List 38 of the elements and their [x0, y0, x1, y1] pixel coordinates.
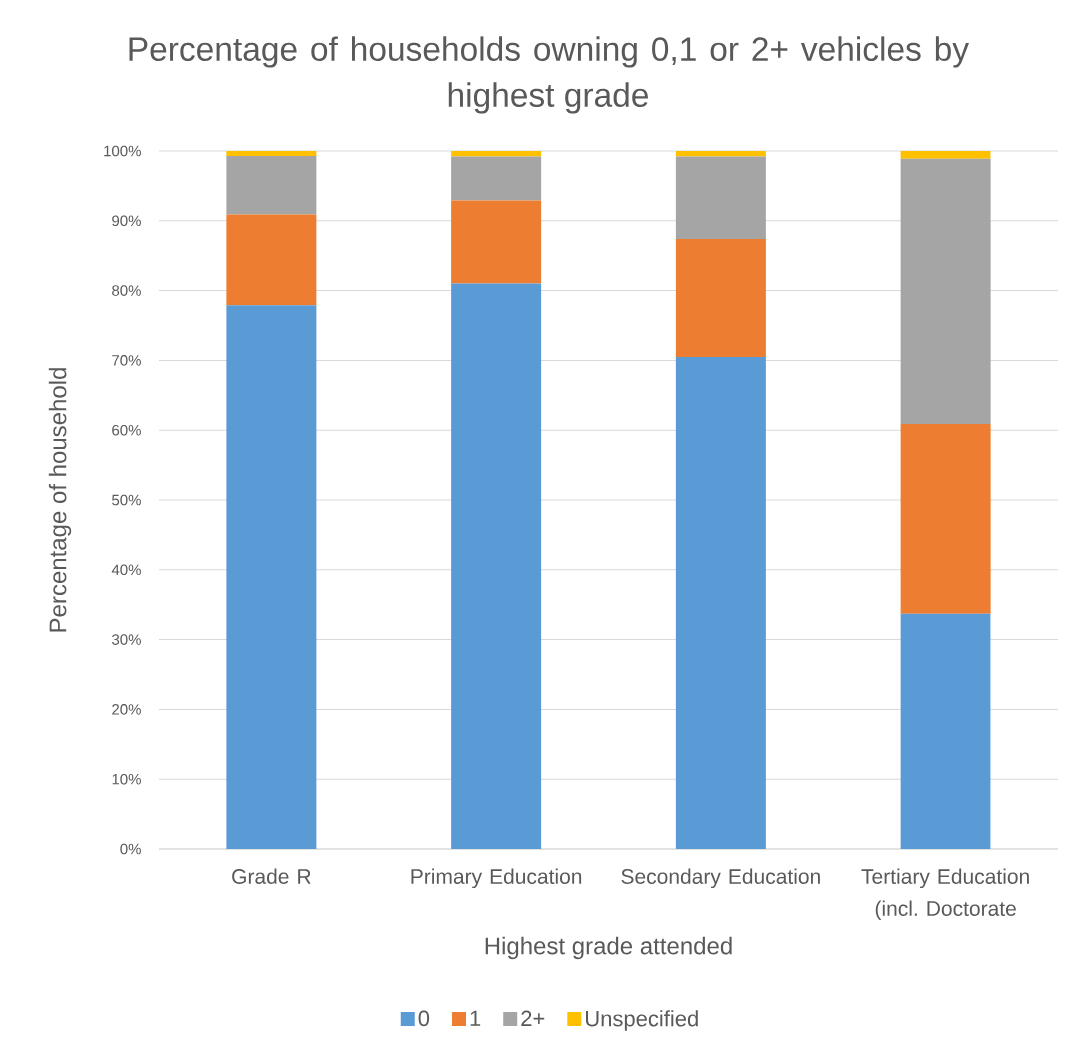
- bar: [226, 155, 317, 215]
- bar: [226, 305, 317, 849]
- bar: [675, 238, 766, 357]
- chart-title: Percentage of households owning 0,1 or 2+ vehicles by highest grade: [129, 36, 969, 114]
- y-tick-label: 60%: [112, 424, 141, 436]
- legend-label: Unspecified: [585, 1010, 698, 1031]
- y-tick-label: 50%: [112, 494, 141, 506]
- x-axis-title: Highest grade attended: [485, 936, 732, 960]
- bar: [900, 423, 991, 614]
- x-tick-label: Grade R: [232, 868, 311, 884]
- bar: [226, 150, 317, 156]
- bar: [675, 156, 766, 239]
- legend-label: 2+: [521, 1010, 545, 1026]
- legend-label: 0: [418, 1010, 430, 1027]
- y-axis-title: Percentage of household: [48, 368, 72, 632]
- bar: [451, 283, 542, 849]
- x-tick-label: Secondary Education: [621, 868, 820, 889]
- y-tick-label: 70%: [112, 355, 141, 366]
- y-tick-label: 20%: [112, 704, 141, 715]
- y-tick-label: 90%: [112, 215, 141, 227]
- bar: [451, 150, 542, 157]
- bar: [226, 214, 317, 306]
- y-tick-label: 30%: [112, 634, 141, 645]
- bar: [900, 158, 991, 424]
- y-tick-label: 100%: [104, 145, 141, 157]
- legend-label: 1: [470, 1010, 481, 1026]
- x-tick-label: Primary Education: [411, 868, 582, 889]
- bar: [675, 150, 766, 157]
- x-tick-label: Tertiary Education (incl. Doctorate: [861, 868, 1029, 921]
- y-tick-label: 0%: [120, 843, 141, 855]
- y-tick-label: 80%: [112, 285, 141, 296]
- y-tick-label: 10%: [112, 773, 141, 785]
- y-tick-label: 40%: [111, 564, 141, 576]
- bar: [675, 356, 766, 849]
- bar: [451, 200, 542, 284]
- bar: [900, 613, 991, 849]
- bar: [451, 156, 542, 201]
- bar: [900, 150, 991, 159]
